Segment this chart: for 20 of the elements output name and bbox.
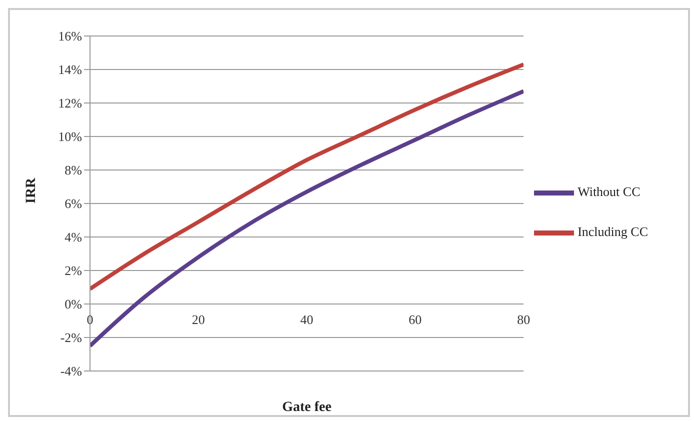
y-tick-label: 2%	[64, 263, 82, 278]
y-tick-label: 14%	[58, 62, 82, 78]
x-tick-label: 0	[86, 312, 94, 327]
legend-label: Without CC	[578, 183, 640, 198]
y-tick-label: 16%	[58, 28, 82, 44]
y-tick-label: -4%	[60, 364, 82, 379]
x-tick-label: 40	[300, 312, 314, 327]
y-tick-label: 6%	[64, 196, 82, 212]
y-tick-label: -2%	[60, 330, 82, 346]
x-tick-label: 60	[408, 312, 422, 327]
x-tick-label: 80	[517, 312, 530, 327]
legend-label: Including CC	[578, 223, 648, 238]
y-tick-label: 10%	[58, 129, 82, 144]
x-axis-title: Gate fee	[282, 400, 332, 415]
x-tick-label: 20	[192, 312, 205, 327]
y-tick-label: 0%	[64, 296, 82, 312]
y-tick-label: 12%	[58, 96, 82, 111]
y-tick-label: 4%	[64, 230, 82, 245]
y-tick-label: 8%	[64, 162, 82, 178]
y-axis-title: IRR	[24, 176, 39, 204]
